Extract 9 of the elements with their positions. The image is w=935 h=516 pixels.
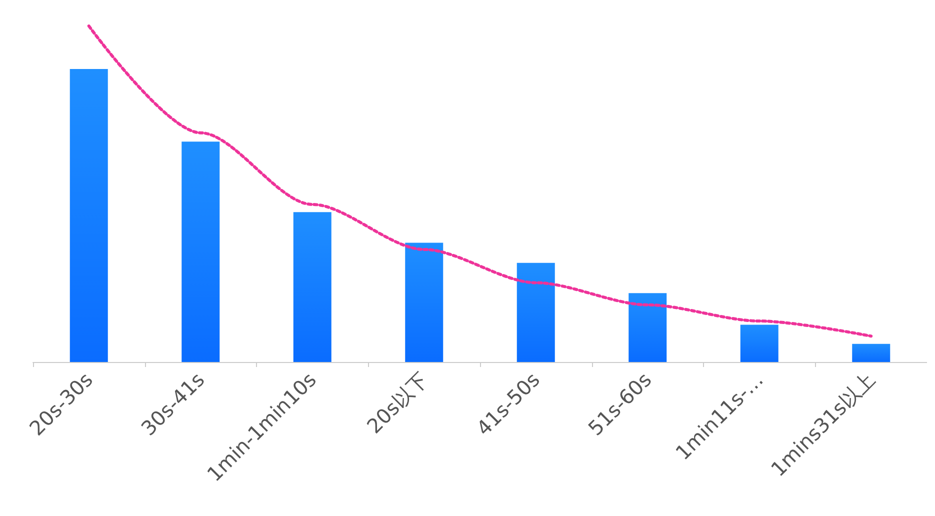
bar <box>852 344 890 362</box>
bar <box>70 69 108 362</box>
bar <box>182 142 220 362</box>
bar <box>628 293 667 362</box>
bar <box>740 324 778 362</box>
bar <box>516 262 555 362</box>
bar <box>293 212 332 362</box>
x-tick-label: 20s以下 <box>362 368 433 438</box>
bar <box>405 242 444 362</box>
